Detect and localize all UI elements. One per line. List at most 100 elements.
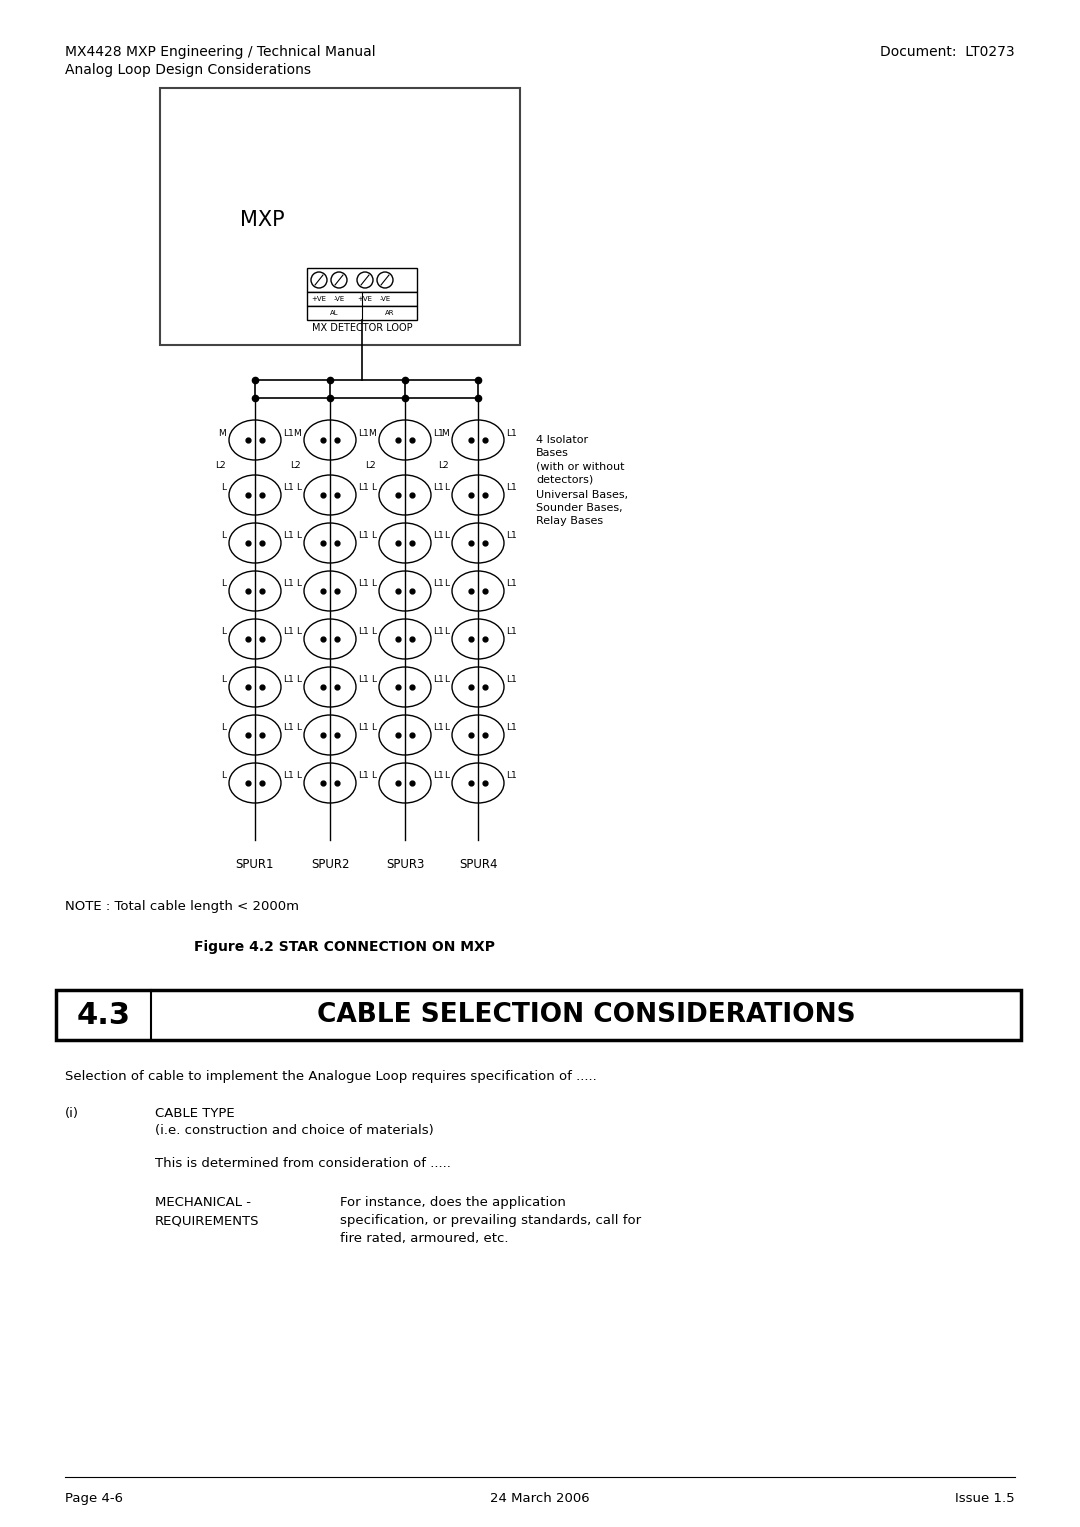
Text: Selection of cable to implement the Analogue Loop requires specification of ....: Selection of cable to implement the Anal… [65, 1070, 597, 1083]
Ellipse shape [379, 420, 431, 460]
Text: L1: L1 [357, 675, 368, 684]
Ellipse shape [229, 715, 281, 754]
Text: Analog Loop Design Considerations: Analog Loop Design Considerations [65, 63, 311, 76]
Text: L: L [372, 484, 376, 493]
Ellipse shape [229, 420, 281, 460]
Ellipse shape [379, 667, 431, 707]
Ellipse shape [379, 475, 431, 515]
Text: specification, or prevailing standards, call for: specification, or prevailing standards, … [340, 1214, 642, 1228]
Text: L1: L1 [433, 675, 444, 684]
Text: SPUR2: SPUR2 [311, 858, 349, 870]
Text: Figure 4.2 STAR CONNECTION ON MXP: Figure 4.2 STAR CONNECTION ON MXP [194, 941, 496, 954]
Ellipse shape [303, 475, 356, 515]
Text: 4.3: 4.3 [77, 1000, 131, 1029]
Text: L1: L1 [357, 580, 368, 588]
Text: L: L [444, 628, 449, 637]
Ellipse shape [453, 475, 504, 515]
Text: L: L [221, 628, 226, 637]
Text: L: L [372, 628, 376, 637]
Text: L1: L1 [283, 724, 294, 733]
Text: L1: L1 [433, 580, 444, 588]
Text: L1: L1 [433, 484, 444, 493]
Text: L: L [221, 531, 226, 541]
Text: NOTE : Total cable length < 2000m: NOTE : Total cable length < 2000m [65, 899, 299, 913]
Ellipse shape [453, 420, 504, 460]
Ellipse shape [379, 715, 431, 754]
Text: L1: L1 [433, 771, 444, 780]
Text: AL: AL [330, 310, 339, 316]
Circle shape [330, 272, 347, 289]
Ellipse shape [229, 524, 281, 563]
Text: M: M [294, 429, 301, 438]
Text: L1: L1 [507, 484, 516, 493]
Text: M: M [218, 429, 226, 438]
Text: +VE: +VE [311, 296, 326, 302]
Text: L: L [296, 628, 301, 637]
Text: L: L [221, 484, 226, 493]
Ellipse shape [453, 667, 504, 707]
Text: L: L [296, 771, 301, 780]
Text: L1: L1 [283, 675, 294, 684]
Bar [307, 292, 417, 305]
Bar [307, 269, 417, 292]
Text: L1: L1 [357, 484, 368, 493]
Text: Page 4-6: Page 4-6 [65, 1492, 123, 1506]
Ellipse shape [229, 764, 281, 803]
Text: M: M [442, 429, 449, 438]
Text: L: L [296, 580, 301, 588]
Text: L1: L1 [283, 531, 294, 541]
Text: REQUIREMENTS: REQUIREMENTS [156, 1214, 259, 1228]
Circle shape [311, 272, 327, 289]
Text: L1: L1 [283, 429, 294, 438]
Ellipse shape [303, 667, 356, 707]
Text: L1: L1 [433, 429, 444, 438]
Ellipse shape [303, 618, 356, 660]
Text: L: L [444, 771, 449, 780]
Text: L: L [372, 771, 376, 780]
Text: L: L [221, 724, 226, 733]
Ellipse shape [303, 420, 356, 460]
Text: L1: L1 [507, 429, 516, 438]
Ellipse shape [229, 571, 281, 611]
Ellipse shape [303, 715, 356, 754]
Ellipse shape [379, 764, 431, 803]
Text: MX4428 MXP Engineering / Technical Manual: MX4428 MXP Engineering / Technical Manua… [65, 44, 376, 60]
Text: -VE: -VE [379, 296, 391, 302]
Ellipse shape [229, 475, 281, 515]
Text: SPUR3: SPUR3 [386, 858, 424, 870]
Circle shape [357, 272, 373, 289]
Text: L2: L2 [291, 461, 301, 469]
Ellipse shape [229, 667, 281, 707]
Text: L: L [372, 724, 376, 733]
Text: L: L [221, 675, 226, 684]
Ellipse shape [303, 764, 356, 803]
Text: L1: L1 [357, 531, 368, 541]
Text: MECHANICAL -: MECHANICAL - [156, 1196, 251, 1209]
Text: L: L [444, 580, 449, 588]
Text: L2: L2 [215, 461, 226, 469]
Text: L2: L2 [365, 461, 376, 469]
Text: L: L [372, 531, 376, 541]
Text: MX DETECTOR LOOP: MX DETECTOR LOOP [312, 324, 413, 333]
Text: L: L [221, 771, 226, 780]
Text: L1: L1 [357, 628, 368, 637]
Text: L: L [221, 580, 226, 588]
Text: L1: L1 [357, 771, 368, 780]
Text: For instance, does the application: For instance, does the application [340, 1196, 566, 1209]
Text: L1: L1 [283, 628, 294, 637]
Text: L1: L1 [507, 675, 516, 684]
Text: Universal Bases,
Sounder Bases,
Relay Bases: Universal Bases, Sounder Bases, Relay Ba… [536, 490, 629, 527]
Text: L1: L1 [357, 429, 368, 438]
Text: L: L [296, 531, 301, 541]
Text: L1: L1 [433, 724, 444, 733]
Text: AR: AR [384, 310, 394, 316]
Text: Document:  LT0273: Document: LT0273 [880, 44, 1015, 60]
Bar [56, 989, 1021, 1040]
Ellipse shape [453, 764, 504, 803]
Text: L1: L1 [283, 771, 294, 780]
Text: L1: L1 [507, 628, 516, 637]
Text: L1: L1 [507, 580, 516, 588]
Text: L1: L1 [507, 724, 516, 733]
Text: L1: L1 [433, 628, 444, 637]
Text: (i.e. construction and choice of materials): (i.e. construction and choice of materia… [156, 1124, 434, 1138]
